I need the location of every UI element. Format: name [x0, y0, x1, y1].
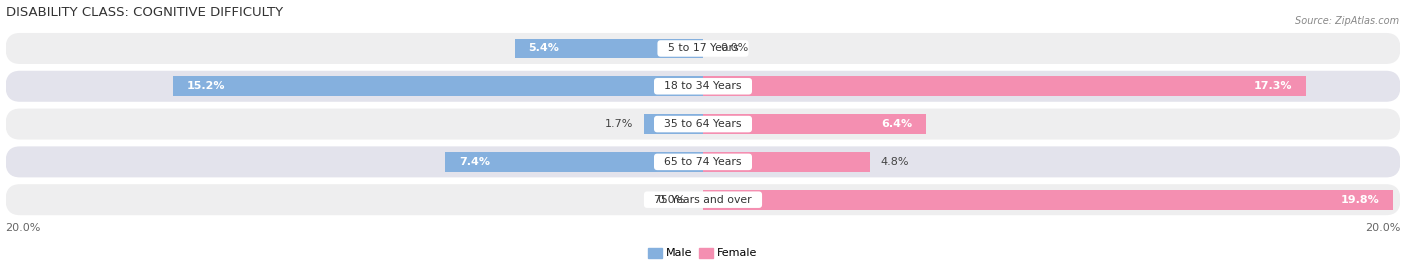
Text: 35 to 64 Years: 35 to 64 Years [657, 119, 749, 129]
Text: 5 to 17 Years: 5 to 17 Years [661, 43, 745, 53]
Bar [444, 152, 703, 172]
Text: 75 Years and over: 75 Years and over [647, 195, 759, 205]
FancyBboxPatch shape [6, 146, 1400, 177]
Bar [515, 39, 703, 58]
Bar [173, 76, 703, 96]
Text: DISABILITY CLASS: COGNITIVE DIFFICULTY: DISABILITY CLASS: COGNITIVE DIFFICULTY [6, 6, 283, 19]
Text: 0.0%: 0.0% [720, 43, 748, 53]
Bar [703, 152, 870, 172]
FancyBboxPatch shape [6, 109, 1400, 140]
FancyBboxPatch shape [6, 33, 1400, 64]
Bar [703, 114, 927, 134]
Bar [703, 76, 1306, 96]
FancyBboxPatch shape [6, 184, 1400, 215]
Text: 20.0%: 20.0% [6, 223, 41, 233]
Bar [703, 190, 1393, 210]
Text: 65 to 74 Years: 65 to 74 Years [657, 157, 749, 167]
Text: Source: ZipAtlas.com: Source: ZipAtlas.com [1295, 16, 1399, 26]
Text: 15.2%: 15.2% [187, 81, 225, 91]
Text: 1.7%: 1.7% [605, 119, 633, 129]
Text: 4.8%: 4.8% [880, 157, 910, 167]
Text: 19.8%: 19.8% [1341, 195, 1379, 205]
Text: 5.4%: 5.4% [529, 43, 560, 53]
Text: 7.4%: 7.4% [458, 157, 489, 167]
Text: 18 to 34 Years: 18 to 34 Years [657, 81, 749, 91]
Text: 6.4%: 6.4% [882, 119, 912, 129]
Text: 20.0%: 20.0% [1365, 223, 1400, 233]
Text: 17.3%: 17.3% [1254, 81, 1292, 91]
Text: 0.0%: 0.0% [658, 195, 686, 205]
Bar [644, 114, 703, 134]
Legend: Male, Female: Male, Female [644, 243, 762, 263]
FancyBboxPatch shape [6, 71, 1400, 102]
